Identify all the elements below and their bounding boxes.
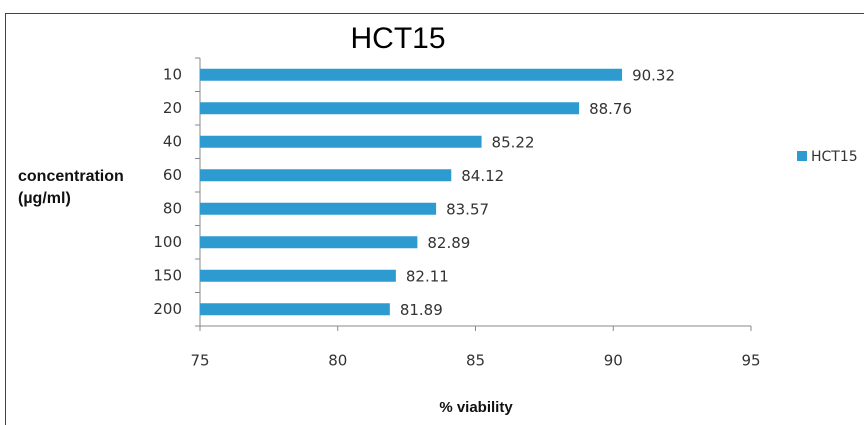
data-label: 82.11 xyxy=(406,267,449,285)
data-label: 83.57 xyxy=(446,200,489,218)
x-tick-label: 90 xyxy=(604,352,623,370)
y-tick-label: 20 xyxy=(163,99,182,117)
x-tick-label: 85 xyxy=(466,352,485,370)
legend-label: HCT15 xyxy=(811,149,858,165)
data-label: 90.32 xyxy=(632,66,675,84)
y-tick-label: 10 xyxy=(163,65,182,83)
bar xyxy=(200,102,580,115)
legend-swatch xyxy=(797,151,807,161)
y-tick-label: 60 xyxy=(163,166,182,184)
x-axis-label: % viability xyxy=(439,399,513,416)
y-tick-label: 150 xyxy=(153,266,182,284)
bar xyxy=(200,68,623,81)
data-label: 88.76 xyxy=(589,100,632,118)
data-label: 81.89 xyxy=(400,301,443,319)
bar xyxy=(200,303,390,316)
y-tick-label: 100 xyxy=(153,233,182,251)
bar xyxy=(200,236,418,249)
bar xyxy=(200,269,396,282)
x-tick-label: 80 xyxy=(328,352,347,370)
chart-frame xyxy=(5,13,864,425)
x-tick-label: 95 xyxy=(741,352,760,370)
y-tick-label: 200 xyxy=(153,300,182,318)
y-tick-label: 40 xyxy=(163,132,182,150)
data-label: 84.12 xyxy=(461,167,504,185)
bar xyxy=(200,135,482,148)
bar xyxy=(200,169,452,182)
data-label: 82.89 xyxy=(427,234,470,252)
y-axis-label: concentration (µg/ml) xyxy=(18,168,124,207)
bar xyxy=(200,202,437,215)
x-tick-label: 75 xyxy=(190,352,209,370)
data-label: 85.22 xyxy=(492,133,535,151)
chart-title: HCT15 xyxy=(350,22,445,55)
y-tick-label: 80 xyxy=(163,199,182,217)
